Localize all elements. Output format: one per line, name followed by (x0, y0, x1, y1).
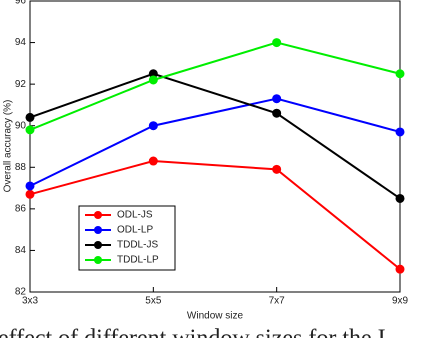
point (272, 94, 282, 104)
x-tick-label: 9x9 (392, 296, 409, 307)
legend-marker (94, 241, 102, 249)
point (148, 121, 158, 131)
legend-label: TDDL-LP (117, 255, 159, 266)
point (25, 181, 35, 191)
series-line (29, 160, 401, 270)
caption: effect of different window sizes for the… (0, 326, 386, 338)
point (272, 164, 282, 174)
y-tick-label: 82 (15, 287, 27, 298)
x-axis-label: Window size (187, 311, 244, 322)
y-tick-label: 84 (15, 245, 27, 256)
legend-label: ODL-LP (117, 225, 153, 236)
point (395, 264, 405, 274)
series-line (29, 97, 401, 187)
point (395, 127, 405, 137)
point (395, 193, 405, 203)
point (25, 189, 35, 199)
y-tick-label: 86 (15, 203, 27, 214)
plot-frame (29, 0, 401, 293)
y-axis-label: Overall accuracy (%) (3, 100, 14, 193)
x-tick-label: 5x5 (145, 296, 162, 307)
point (148, 75, 158, 85)
x-tick-label: 3x3 (22, 296, 39, 307)
y-tick-label: 94 (15, 37, 27, 48)
point (25, 125, 35, 135)
point (272, 38, 282, 48)
x-tick-label: 7x7 (269, 296, 286, 307)
legend-marker (94, 256, 102, 264)
y-tick-label: 96 (15, 0, 27, 7)
legend-label: TDDL-JS (117, 240, 158, 251)
legend-label: ODL-JS (117, 210, 153, 221)
y-tick-label: 92 (15, 79, 27, 90)
y-tick-label: 90 (15, 120, 27, 131)
point (272, 108, 282, 118)
y-tick-label: 88 (15, 162, 27, 173)
legend-marker (94, 211, 102, 219)
series-line (29, 72, 401, 200)
point (395, 69, 405, 79)
legend-marker (94, 226, 102, 234)
point (25, 112, 35, 122)
series-line (29, 41, 401, 131)
point (148, 156, 158, 166)
